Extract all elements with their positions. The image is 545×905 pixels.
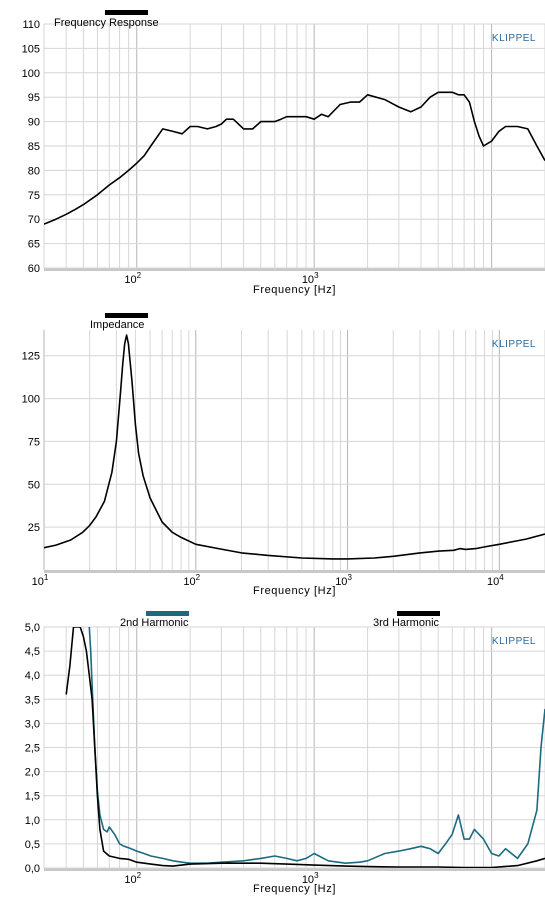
- x-tick-label: 103: [302, 271, 319, 286]
- y-tick-label: 125: [22, 351, 40, 363]
- x-axis-label: Frequency [Hz]: [253, 284, 336, 296]
- y-tick-label: 3,5: [25, 694, 40, 706]
- x-axis-bar: [44, 868, 545, 871]
- legend-swatch: [105, 313, 148, 318]
- x-tick-exp: 2: [137, 271, 142, 280]
- x-tick-label: 102: [124, 871, 141, 886]
- y-tick-label: 90: [28, 117, 40, 129]
- legend-label: Frequency Response: [54, 17, 159, 29]
- y-tick-label: 100: [22, 68, 40, 80]
- y-tick-label: 105: [22, 43, 40, 55]
- x-tick-label: 102: [183, 573, 200, 588]
- y-tick-label: 50: [28, 479, 40, 491]
- x-tick-base: 10: [302, 874, 314, 886]
- y-tick-label: 0,0: [25, 863, 40, 875]
- x-axis-bar: [44, 268, 545, 271]
- legend-label: 3rd Harmonic: [373, 617, 440, 629]
- x-tick-label: 102: [124, 271, 141, 286]
- x-axis-label: Frequency [Hz]: [253, 585, 336, 597]
- series-line-1: [44, 334, 545, 560]
- brand-label: KLIPPEL: [492, 33, 536, 44]
- y-tick-label: 65: [28, 239, 40, 251]
- legend-label: 2nd Harmonic: [120, 617, 189, 629]
- y-tick-label: 1,5: [25, 791, 40, 803]
- y-tick-label: 2,5: [25, 743, 40, 755]
- x-tick-label: 101: [32, 573, 49, 588]
- legend-swatch: [397, 611, 440, 616]
- legend-swatch: [105, 10, 148, 15]
- legend-label: Impedance: [90, 319, 144, 331]
- y-tick-label: 80: [28, 165, 40, 177]
- x-tick-base: 10: [32, 576, 44, 588]
- x-tick-base: 10: [302, 274, 314, 286]
- series-line-1: [88, 627, 545, 865]
- y-tick-label: 75: [28, 190, 40, 202]
- x-tick-exp: 4: [499, 573, 504, 582]
- y-tick-label: 0,5: [25, 839, 40, 851]
- x-tick-label: 103: [302, 871, 319, 886]
- y-tick-label: 60: [28, 263, 40, 275]
- x-tick-exp: 2: [196, 573, 201, 582]
- brand-label: KLIPPEL: [492, 636, 536, 647]
- x-tick-label: 104: [487, 573, 504, 588]
- series-line-2: [65, 627, 545, 868]
- x-axis-label: Frequency [Hz]: [253, 883, 336, 895]
- x-tick-base: 10: [183, 576, 195, 588]
- y-tick-label: 4,5: [25, 646, 40, 658]
- y-tick-label: 5,0: [25, 622, 40, 634]
- y-tick-label: 2,0: [25, 767, 40, 779]
- x-tick-exp: 3: [314, 871, 319, 880]
- y-tick-label: 100: [22, 394, 40, 406]
- series-line-1: [44, 91, 545, 225]
- y-tick-label: 1,0: [25, 815, 40, 827]
- y-tick-label: 110: [22, 19, 40, 31]
- x-tick-exp: 1: [44, 573, 49, 582]
- y-tick-label: 70: [28, 214, 40, 226]
- x-tick-label: 103: [335, 573, 352, 588]
- x-axis-bar: [44, 570, 545, 573]
- y-tick-label: 95: [28, 92, 40, 104]
- x-tick-exp: 3: [314, 271, 319, 280]
- y-tick-label: 75: [28, 436, 40, 448]
- y-tick-label: 4,0: [25, 670, 40, 682]
- brand-label: KLIPPEL: [492, 339, 536, 350]
- x-tick-base: 10: [124, 874, 136, 886]
- y-tick-label: 85: [28, 141, 40, 153]
- x-tick-base: 10: [487, 576, 499, 588]
- y-tick-label: 25: [28, 522, 40, 534]
- x-tick-exp: 3: [347, 573, 352, 582]
- x-tick-exp: 2: [137, 871, 142, 880]
- x-tick-base: 10: [335, 576, 347, 588]
- y-tick-label: 3,0: [25, 718, 40, 730]
- x-tick-base: 10: [124, 274, 136, 286]
- legend-swatch: [146, 611, 189, 616]
